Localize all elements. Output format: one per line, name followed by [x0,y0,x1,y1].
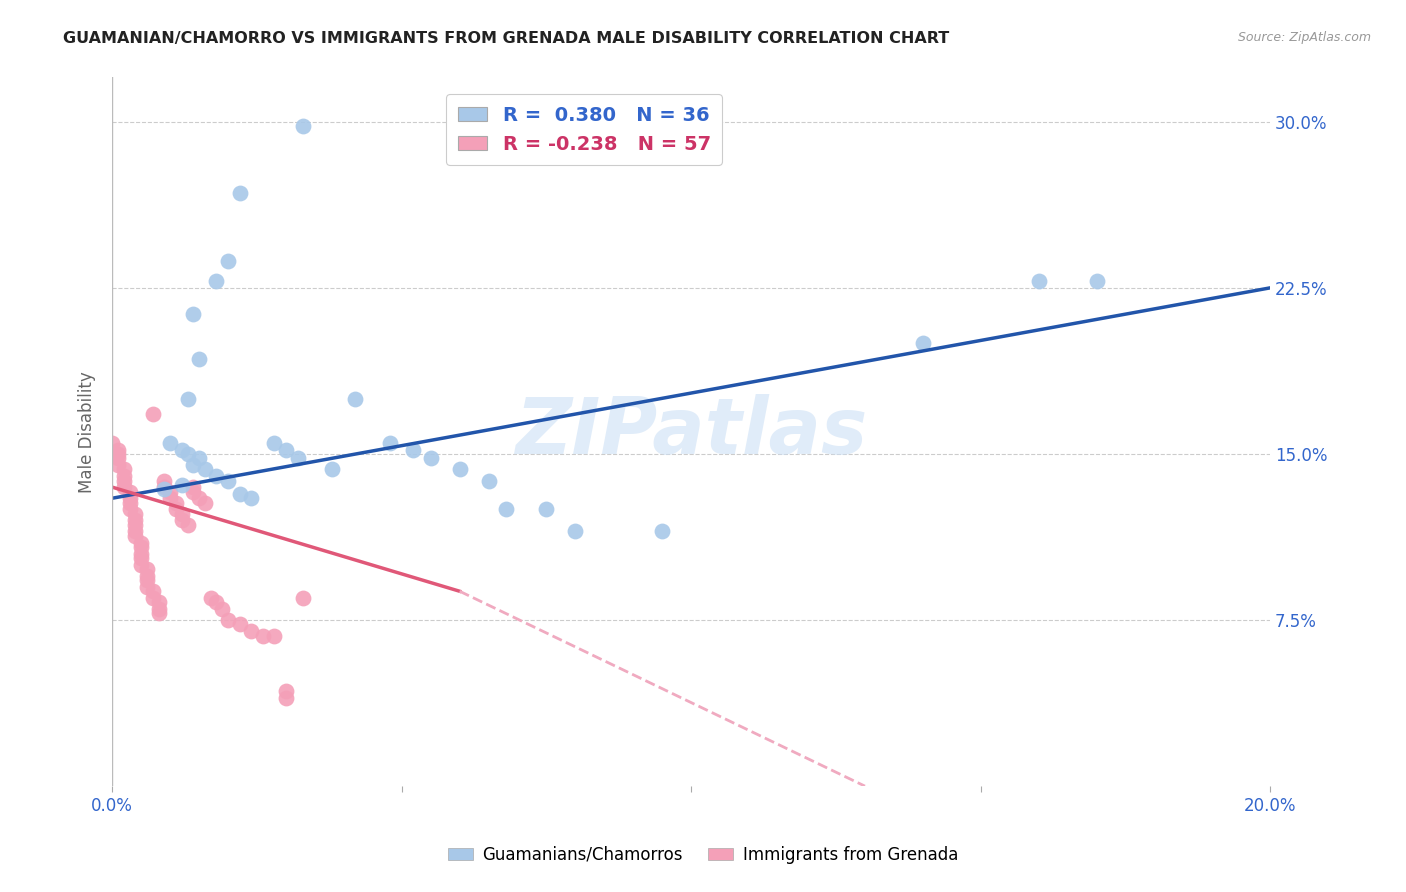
Point [124,507,146,521]
Point [112,469,135,483]
Point [217,613,239,627]
Legend: R =  0.380   N = 36, R = -0.238   N = 57: R = 0.380 N = 36, R = -0.238 N = 57 [446,95,723,165]
Point [107,442,129,457]
Point [449,462,471,476]
Point [153,483,176,497]
Point [124,529,146,543]
Point [165,496,187,510]
Point [170,513,193,527]
Point [159,435,181,450]
Point [263,435,285,450]
Point [188,491,211,506]
Text: GUAMANIAN/CHAMORRO VS IMMIGRANTS FROM GRENADA MALE DISABILITY CORRELATION CHART: GUAMANIAN/CHAMORRO VS IMMIGRANTS FROM GR… [63,31,949,46]
Point [148,602,170,616]
Point [228,186,250,200]
Point [101,435,124,450]
Point [112,462,135,476]
Point [153,474,176,488]
Point [136,573,159,587]
Point [211,602,233,616]
Point [181,484,204,499]
Point [240,624,263,639]
Point [107,451,129,466]
Point [129,540,152,554]
Point [292,119,315,133]
Point [136,580,159,594]
Point [124,513,146,527]
Point [112,474,135,488]
Point [274,684,297,698]
Point [124,517,146,532]
Point [228,617,250,632]
Point [176,517,198,532]
Point [112,480,135,494]
Point [153,480,176,494]
Point [129,551,152,566]
Point [129,547,152,561]
Point [170,442,193,457]
Point [1085,274,1108,288]
Point [148,607,170,621]
Point [217,474,239,488]
Point [136,562,159,576]
Point [240,491,263,506]
Point [118,496,141,510]
Point [107,458,129,472]
Point [170,507,193,521]
Point [188,451,211,466]
Point [217,254,239,268]
Point [1028,274,1050,288]
Point [148,595,170,609]
Point [107,447,129,461]
Point [274,442,297,457]
Point [419,451,441,466]
Point [321,462,343,476]
Point [159,491,181,506]
Point [176,392,198,406]
Point [228,487,250,501]
Point [159,484,181,499]
Point [205,274,228,288]
Point [252,628,274,642]
Point [181,480,204,494]
Point [292,591,315,605]
Point [344,392,367,406]
Point [129,558,152,572]
Point [495,502,517,516]
Point [478,474,501,488]
Point [402,442,425,457]
Point [181,307,204,321]
Point [176,447,198,461]
Point [165,502,187,516]
Point [194,462,217,476]
Point [136,568,159,582]
Point [142,584,165,599]
Point [378,435,401,450]
Point [118,484,141,499]
Point [205,595,228,609]
Point [287,451,309,466]
Point [194,496,217,510]
Point [200,591,222,605]
Point [118,491,141,506]
Point [142,407,165,421]
Point [118,502,141,516]
Point [911,336,934,351]
Point [129,535,152,549]
Point [170,478,193,492]
Text: Source: ZipAtlas.com: Source: ZipAtlas.com [1237,31,1371,45]
Text: ZIPatlas: ZIPatlas [515,393,868,470]
Point [188,351,211,366]
Point [124,524,146,539]
Y-axis label: Male Disability: Male Disability [79,371,96,492]
Legend: Guamanians/Chamorros, Immigrants from Grenada: Guamanians/Chamorros, Immigrants from Gr… [441,839,965,871]
Point [536,502,558,516]
Point [181,458,204,472]
Point [205,469,228,483]
Point [142,591,165,605]
Point [263,628,285,642]
Point [651,524,673,539]
Point [564,524,586,539]
Point [274,690,297,705]
